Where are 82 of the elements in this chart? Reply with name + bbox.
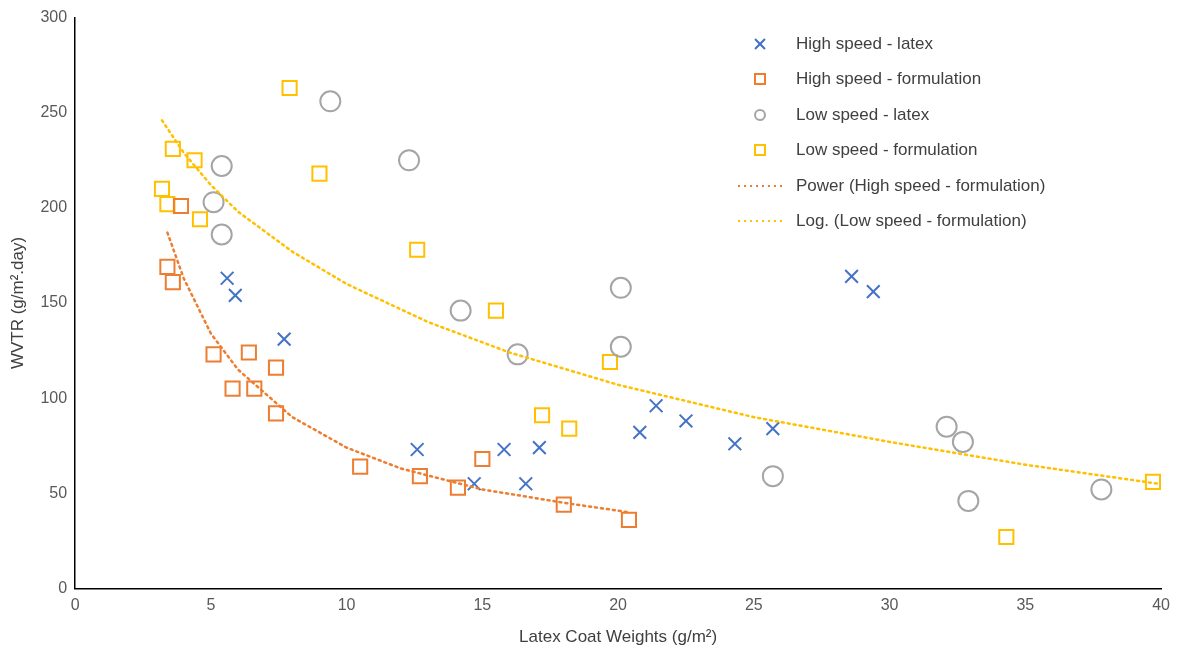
y-tick-label: 250 [40, 103, 68, 121]
point [398, 149, 421, 172]
point [487, 302, 504, 319]
point [951, 430, 974, 453]
legend-label: Low speed - formulation [796, 140, 978, 161]
point [224, 380, 241, 397]
x-tick-label: 20 [609, 596, 628, 614]
y-tick-label: 0 [58, 578, 68, 596]
x-tick-label: 40 [1152, 596, 1171, 614]
point [532, 440, 547, 455]
point [281, 79, 298, 97]
point [409, 442, 425, 457]
point [276, 331, 292, 347]
point [466, 476, 482, 492]
point [205, 346, 222, 363]
x-tick-label: 10 [337, 596, 356, 614]
point [191, 211, 209, 228]
point [727, 436, 743, 452]
x-tick-label: 15 [473, 596, 492, 614]
point [620, 511, 638, 528]
y-tick-label: 150 [40, 293, 68, 311]
point [246, 380, 263, 397]
point [998, 528, 1015, 546]
legend-label: High speed - formulation [796, 69, 982, 90]
x-tick-label: 35 [1016, 596, 1035, 614]
legend-label: Low speed - latex [796, 104, 930, 125]
point [186, 152, 203, 169]
point [210, 155, 233, 178]
point [202, 191, 225, 214]
x-axis-title: Latex Coat Weights (g/m²) [519, 627, 718, 647]
point [678, 413, 694, 429]
point [352, 458, 369, 475]
point [534, 407, 551, 424]
point [172, 197, 190, 215]
point [319, 90, 342, 113]
point [311, 165, 328, 182]
point [210, 223, 233, 246]
point [219, 270, 235, 286]
point [164, 140, 181, 157]
point [518, 476, 534, 492]
point [765, 421, 781, 436]
point [240, 344, 257, 361]
y-tick-label: 50 [49, 483, 68, 501]
point [601, 353, 619, 371]
point [865, 284, 881, 299]
point [409, 241, 426, 258]
point [496, 442, 512, 457]
point [609, 276, 632, 299]
point [935, 415, 958, 438]
point [632, 425, 648, 440]
legend-label: Log. (Low speed - formulation) [796, 211, 1027, 232]
x-tick-label: 25 [744, 596, 763, 614]
point [159, 258, 176, 275]
point [1090, 478, 1113, 501]
x-tick-label: 30 [880, 596, 899, 614]
point [411, 468, 428, 485]
point [267, 405, 285, 422]
point [159, 195, 176, 213]
point [761, 465, 784, 488]
y-axis-title: WVTR (g/m².day) [7, 236, 27, 370]
point [609, 335, 632, 358]
point [449, 479, 466, 496]
x-tick-label: 5 [206, 596, 216, 614]
point [561, 420, 578, 437]
y-tick-label: 100 [40, 388, 68, 406]
legend-label: Power (High speed - formulation) [796, 175, 1046, 196]
point [164, 274, 181, 291]
point [957, 489, 980, 512]
point [648, 398, 664, 414]
point [153, 180, 171, 197]
point [449, 299, 472, 322]
x-tick-label: 0 [70, 596, 80, 614]
point [555, 496, 572, 513]
y-tick-label: 200 [40, 198, 68, 216]
point [227, 288, 243, 303]
point [1144, 473, 1162, 490]
point [267, 359, 285, 376]
point [844, 269, 859, 284]
y-tick-label: 300 [40, 8, 68, 26]
point [506, 343, 529, 366]
point [474, 450, 491, 468]
legend-label: High speed - latex [796, 33, 934, 54]
